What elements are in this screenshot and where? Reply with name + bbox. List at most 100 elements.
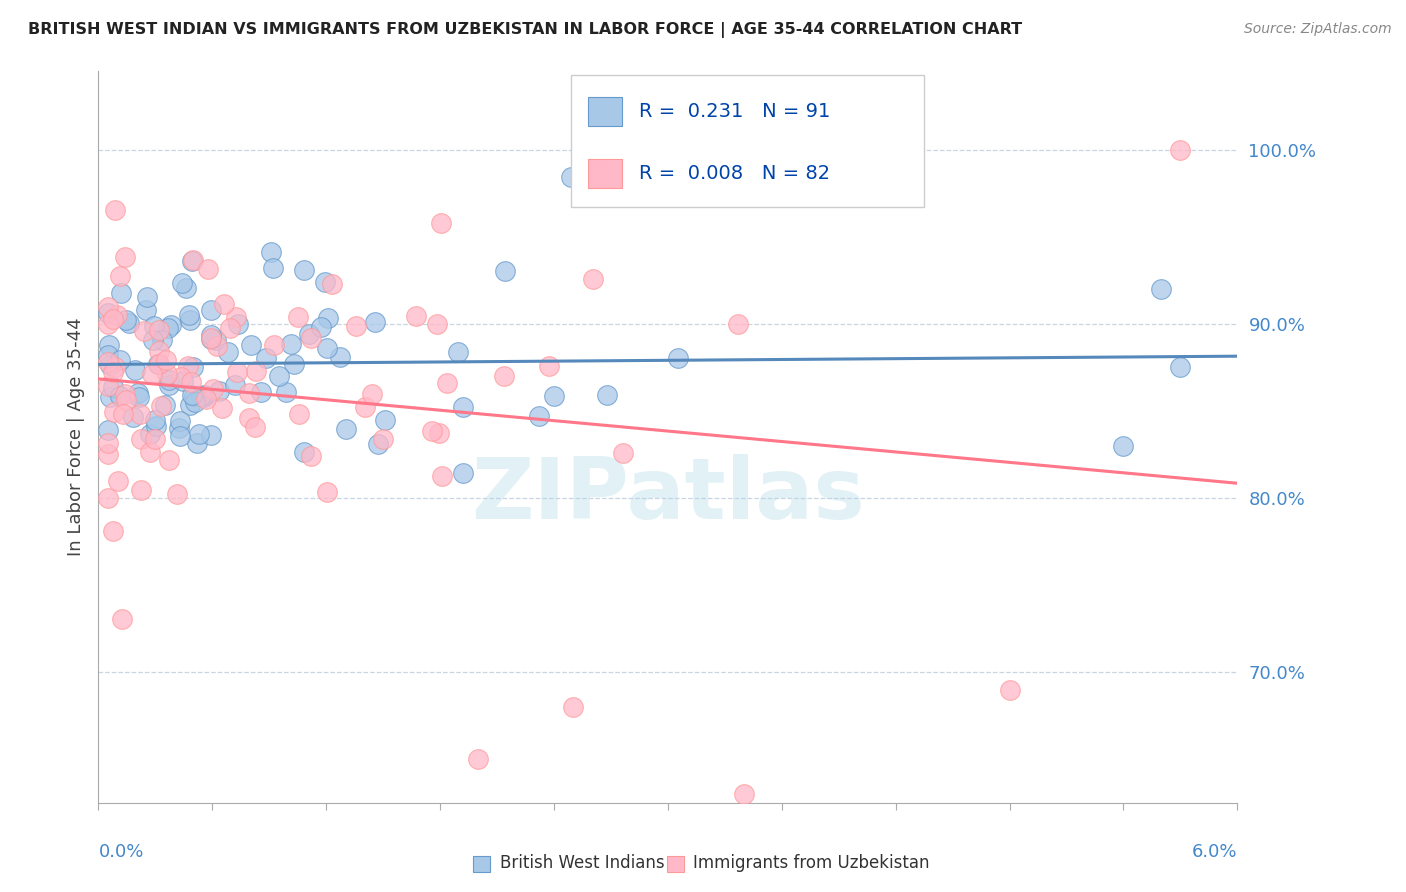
Point [169, 414, 191, 428]
Point [101, 365, 124, 379]
Point [430, 216, 453, 230]
Point [111, 612, 134, 626]
Point [560, 169, 582, 184]
Point [321, 277, 343, 291]
Point [260, 245, 283, 260]
Point [200, 331, 222, 345]
Point [217, 344, 239, 359]
Point [101, 524, 124, 539]
Point [114, 392, 136, 407]
Point [101, 312, 124, 326]
Point [208, 384, 231, 398]
Point [316, 341, 339, 355]
Point [280, 336, 302, 351]
Point [124, 363, 146, 377]
Text: British West Indians: British West Indians [501, 855, 665, 872]
FancyBboxPatch shape [588, 97, 623, 127]
Point [733, 787, 755, 801]
Point [666, 351, 689, 366]
Point [177, 359, 200, 374]
Point [453, 466, 475, 480]
Point [97, 491, 120, 505]
Point [181, 388, 204, 402]
Text: Source: ZipAtlas.com: Source: ZipAtlas.com [1244, 22, 1392, 37]
Point [139, 426, 162, 441]
FancyBboxPatch shape [588, 159, 623, 188]
FancyBboxPatch shape [571, 75, 924, 207]
Point [1112, 439, 1135, 453]
Point [111, 408, 134, 422]
Point [143, 413, 166, 427]
Point [148, 344, 170, 359]
Point [361, 387, 384, 401]
Y-axis label: In Labor Force | Age 35-44: In Labor Force | Age 35-44 [66, 318, 84, 557]
Point [157, 377, 180, 392]
Point [180, 254, 202, 268]
Point [200, 303, 222, 318]
Point [115, 313, 138, 327]
Point [141, 367, 163, 381]
Point [197, 261, 219, 276]
Point [179, 312, 201, 326]
Point [97, 355, 120, 369]
Point [97, 300, 120, 314]
Point [329, 351, 352, 365]
Point [97, 447, 120, 461]
Point [451, 401, 474, 415]
Point [149, 400, 172, 414]
Point [238, 411, 260, 425]
Point [205, 338, 228, 352]
Point [1170, 143, 1192, 157]
Point [193, 390, 215, 404]
Point [211, 401, 233, 415]
Point [195, 392, 218, 406]
Point [146, 357, 169, 371]
Point [97, 306, 120, 320]
Point [315, 485, 337, 500]
Point [581, 272, 603, 286]
Point [287, 310, 309, 324]
Point [103, 405, 125, 419]
Point [298, 327, 321, 342]
Point [367, 437, 389, 451]
Point [98, 358, 121, 372]
Point [160, 318, 183, 333]
Point [245, 363, 267, 377]
Point [537, 359, 560, 373]
Point [254, 351, 277, 365]
Point [107, 474, 129, 488]
Text: R =  0.008   N = 82: R = 0.008 N = 82 [640, 164, 831, 183]
Point [177, 308, 200, 322]
Point [467, 752, 489, 766]
Point [447, 344, 470, 359]
Point [101, 380, 124, 394]
Point [420, 424, 443, 438]
Point [314, 275, 336, 289]
Point [354, 401, 377, 415]
Point [527, 409, 550, 423]
Point [335, 422, 357, 436]
Point [262, 261, 284, 276]
Point [108, 389, 131, 403]
Point [139, 445, 162, 459]
Point [224, 378, 246, 392]
Point [612, 446, 634, 460]
Point [193, 387, 215, 401]
Point [596, 388, 619, 402]
Point [998, 682, 1021, 697]
Point [157, 452, 180, 467]
Point [155, 367, 177, 381]
Point [174, 281, 197, 295]
Point [344, 318, 367, 333]
Point [374, 412, 396, 426]
Point [405, 309, 427, 323]
Point [429, 426, 451, 441]
Point [145, 419, 167, 434]
Point [127, 385, 149, 400]
Point [108, 352, 131, 367]
Point [172, 375, 194, 389]
Point [169, 429, 191, 443]
Point [97, 318, 120, 332]
Point [225, 365, 247, 379]
Point [136, 289, 159, 303]
